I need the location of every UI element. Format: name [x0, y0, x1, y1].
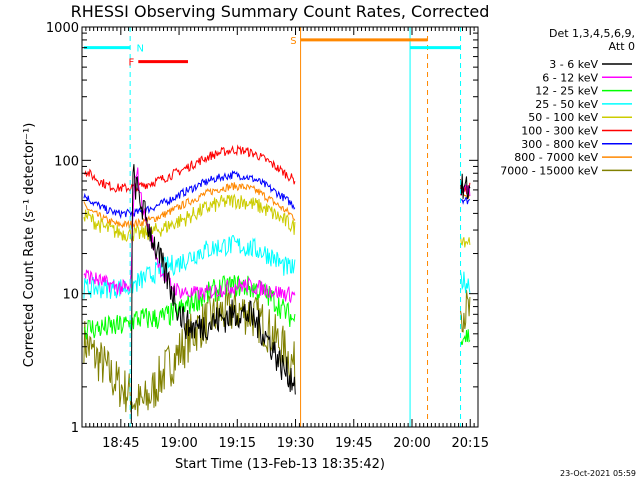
legend-header-detectors: Det 1,3,4,5,6,9, [549, 27, 635, 40]
legend-header-attenuator: Att 0 [609, 40, 635, 53]
interval-s-label: S [290, 36, 296, 47]
series-300-800-kev-segment-2 [460, 197, 471, 205]
series-300-800-kev-segment-1 [83, 170, 296, 220]
legend-label-300-800-kev: 300 - 800 keV [521, 138, 598, 151]
chart-title: RHESSI Observing Summary Count Rates, Co… [71, 2, 490, 21]
legend-label-3-6-kev: 3 - 6 keV [549, 58, 598, 71]
x-tick-label-19:45: 19:45 [335, 436, 372, 451]
footer-timestamp: 23-Oct-2021 05:59 [560, 469, 636, 478]
legend-label-12-25-kev: 12 - 25 keV [535, 85, 598, 98]
y-tick-label-10: 10 [62, 288, 79, 303]
legend-label-7000-15000-kev: 7000 - 15000 keV [500, 164, 598, 177]
legend-label-6-12-kev: 6 - 12 keV [542, 71, 598, 84]
x-tick-label-20:15: 20:15 [452, 436, 489, 451]
axes: 18:45 19:00 19:15 19:30 19:45 20:00 20:15 1 10 10… [46, 21, 489, 451]
series-7000-15000-kev-segment-2 [460, 290, 471, 333]
legend-label-50-100-kev: 50 - 100 keV [528, 111, 598, 124]
interval-vertical-lines [129, 27, 462, 427]
y-axis-label: Corrected Count Rate (s⁻¹ detector⁻¹) [22, 123, 37, 368]
series-12-25-kev-segment-2 [460, 329, 471, 346]
series-6-12-kev-segment-1 [83, 167, 296, 304]
y-tick-label-1000: 1000 [46, 21, 79, 36]
series-50-100-kev-segment-1 [83, 193, 296, 244]
series-traces [83, 144, 471, 424]
series-100-300-kev-segment-1 [83, 144, 296, 194]
legend-label-100-300-kev: 100 - 300 keV [521, 125, 598, 138]
x-tick-label-19:30: 19:30 [277, 436, 314, 451]
x-tick-label-18:45: 18:45 [102, 436, 139, 451]
x-tick-label-20:00: 20:00 [393, 436, 430, 451]
series-3-6-kev-segment-1 [130, 164, 296, 424]
series-50-100-kev-segment-2 [460, 236, 471, 248]
y-tick-label-1: 1 [71, 421, 79, 436]
interval-bars: NF S [83, 36, 461, 69]
interval-n-label: N [137, 44, 144, 55]
series-3-6-kev-segment-2 [460, 173, 471, 200]
y-tick-label-100: 100 [54, 154, 79, 169]
x-tick-label-19:00: 19:00 [160, 436, 197, 451]
legend-label-25-50-kev: 25 - 50 keV [535, 98, 598, 111]
series-12-25-kev-segment-1 [83, 274, 296, 340]
interval-f-label: F [129, 58, 135, 69]
x-axis-label: Start Time (13-Feb-13 18:35:42) [175, 457, 385, 472]
series-25-50-kev-segment-2 [460, 271, 471, 294]
legend-label-800-7000-kev: 800 - 7000 keV [514, 151, 598, 164]
x-tick-label-19:15: 19:15 [219, 436, 256, 451]
series-7000-15000-kev-segment-1 [83, 287, 296, 417]
series-800-7000-kev-segment-1 [83, 182, 296, 230]
